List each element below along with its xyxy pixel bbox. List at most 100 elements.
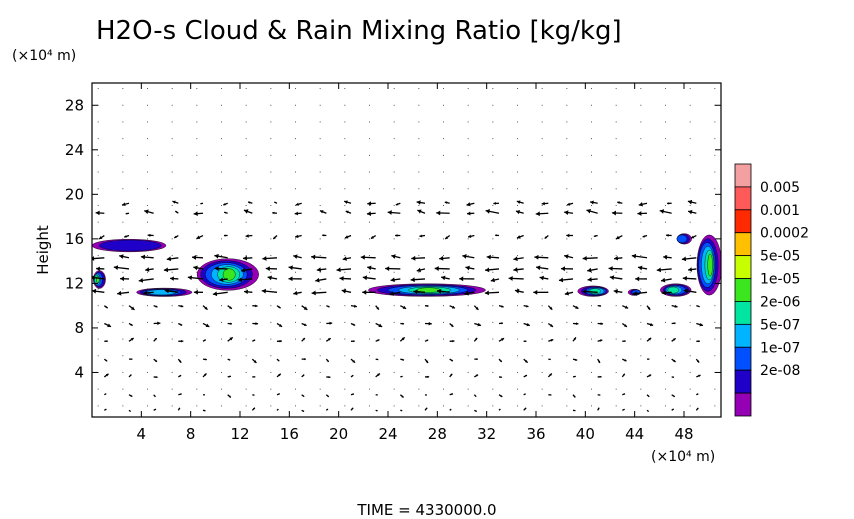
grid-dot	[295, 88, 296, 90]
grid-dot	[245, 355, 247, 357]
grid-dot	[443, 104, 444, 106]
colorbar-label: 1e-07	[760, 340, 800, 356]
colorbar-swatch	[734, 346, 752, 371]
wind-vector-head	[181, 339, 184, 343]
cloud-contour	[589, 288, 601, 295]
grid-dot	[122, 338, 124, 340]
grid-dot	[689, 405, 691, 407]
grid-dot	[615, 138, 617, 140]
wind-vector-head	[344, 235, 349, 239]
grid-dot	[689, 371, 691, 373]
wind-vector-head	[696, 407, 699, 410]
grid-dot	[492, 171, 494, 173]
grid-dot	[443, 321, 444, 323]
grid-dot	[418, 255, 420, 257]
grid-dot	[640, 288, 642, 290]
grid-dot	[418, 88, 420, 90]
grid-dot	[591, 388, 592, 390]
grid-dot	[319, 88, 321, 90]
wind-vector-head	[647, 307, 651, 310]
grid-dot	[492, 138, 494, 140]
wind-vector-head	[370, 235, 374, 239]
grid-dot	[541, 338, 543, 340]
grid-dot	[517, 154, 518, 156]
grid-dot	[714, 188, 716, 190]
wind-vector-head	[411, 255, 416, 261]
wind-vector-head	[468, 234, 472, 239]
grid-dot	[171, 355, 173, 357]
wind-vector-head	[696, 360, 700, 363]
wind-vector-head	[550, 338, 554, 342]
grid-dot	[418, 121, 420, 123]
wind-vector-head	[623, 409, 625, 411]
wind-vector-head	[180, 304, 184, 308]
grid-dot	[221, 321, 222, 323]
wind-vector-head	[203, 373, 207, 376]
wind-vector-head	[599, 339, 603, 342]
grid-dot	[344, 88, 346, 90]
wind-vector-head	[172, 200, 176, 204]
grid-dot	[319, 271, 321, 273]
x-tick-label: 36	[526, 425, 545, 443]
grid-dot	[665, 138, 666, 140]
grid-dot	[344, 405, 346, 407]
wind-vector-head	[262, 256, 267, 261]
grid-dot	[393, 405, 395, 407]
grid-dot	[221, 121, 222, 123]
wind-vector-head	[204, 409, 206, 412]
wind-vector-head	[474, 395, 477, 397]
wind-vector-head	[493, 201, 496, 205]
grid-dot	[196, 405, 198, 407]
wind-vector-head	[329, 321, 333, 325]
wind-vector-head	[587, 277, 592, 282]
grid-dot	[517, 321, 518, 323]
wind-vector-head	[575, 322, 579, 326]
grid-dot	[591, 154, 592, 156]
wind-vector-head	[395, 234, 398, 237]
wind-vector-head	[484, 290, 489, 296]
wind-vector-head	[623, 324, 627, 327]
grid-dot	[319, 321, 321, 323]
x-tick-label: 28	[428, 425, 447, 443]
wind-vector-head	[499, 408, 501, 410]
grid-dot	[147, 121, 148, 123]
wind-vector-head	[558, 277, 564, 283]
wind-vector-head	[444, 201, 448, 204]
wind-vector-head	[567, 202, 571, 206]
grid-dot	[196, 321, 198, 323]
wind-vector-head	[439, 255, 444, 261]
wind-vector-head	[302, 374, 305, 377]
grid-dot	[171, 104, 173, 106]
grid-dot	[344, 188, 346, 190]
grid-dot	[665, 171, 666, 173]
wind-vector-head	[147, 233, 151, 237]
grid-dot	[640, 255, 642, 257]
wind-vector-head	[107, 323, 112, 328]
colorbar-swatch	[734, 255, 752, 279]
grid-dot	[295, 405, 296, 407]
grid-dot	[270, 104, 272, 106]
wind-vector-head	[187, 275, 193, 281]
grid-dot	[97, 188, 99, 190]
grid-dot	[517, 138, 518, 140]
wind-vector-head	[426, 304, 429, 307]
grid-dot	[640, 321, 642, 323]
grid-dot	[171, 204, 173, 206]
grid-dot	[369, 171, 370, 173]
grid-dot	[615, 355, 617, 357]
wind-vector-head	[599, 394, 601, 396]
grid-dot	[492, 355, 494, 357]
wind-vector-head	[608, 266, 613, 271]
wind-vector-head	[395, 202, 399, 206]
colorbar: 0.005 0.001 0.0002 5e-05 1e-05 2e-06 5e-07 1e-0…	[734, 163, 809, 417]
wind-vector-head	[681, 256, 687, 262]
wind-vector-head	[573, 395, 576, 398]
grid-dot	[369, 138, 370, 140]
wind-vector-head	[179, 323, 183, 326]
grid-dot	[665, 338, 666, 340]
grid-dot	[591, 204, 592, 206]
grid-dot	[393, 238, 395, 240]
wind-vector-head	[390, 277, 395, 283]
grid-dot	[270, 188, 272, 190]
wind-vector-head	[513, 256, 518, 262]
